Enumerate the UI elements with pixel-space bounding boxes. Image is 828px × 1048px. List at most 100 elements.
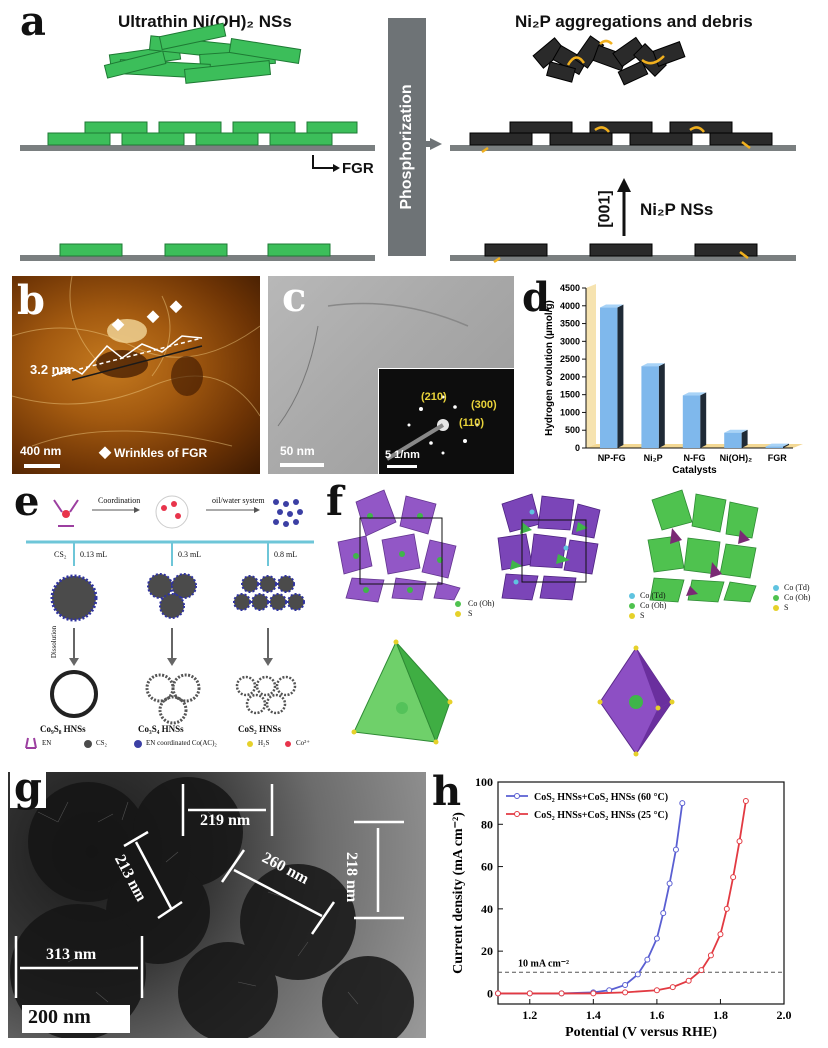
legend-label: CoS₂ HNSs+CoS₂ HNSs (60 °C) bbox=[534, 792, 668, 803]
data-point bbox=[622, 981, 629, 988]
bar-top bbox=[600, 304, 624, 308]
sem-scale-label: 200 nm bbox=[28, 1006, 91, 1028]
data-point bbox=[653, 987, 660, 994]
data-point bbox=[558, 990, 565, 997]
legend3-co-oh: Co (Oh) bbox=[784, 593, 811, 602]
y-tick-label: 2500 bbox=[560, 354, 580, 364]
y-tick-label: 60 bbox=[481, 860, 493, 874]
left-title: Ultrathin Ni(OH)₂ NSs bbox=[118, 12, 292, 31]
bar-side bbox=[658, 363, 665, 448]
data-point bbox=[495, 990, 501, 997]
y-axis-label: Current density (mA cm⁻²) bbox=[451, 812, 466, 974]
data-point bbox=[742, 798, 749, 805]
panel-h: h 1.2 1.4 1.6 1.8 2.0 0 20 40 60 80 100 10 mA cm⁻² C… bbox=[432, 772, 824, 1042]
panel-e: e Coordination oil/water system CS₂ 0.13… bbox=[14, 482, 320, 758]
x-tick-label: 2.0 bbox=[777, 1008, 792, 1022]
panel-label-d: d bbox=[522, 274, 550, 321]
y-tick-label: 0 bbox=[487, 986, 493, 1000]
y-tick-label: 4500 bbox=[560, 283, 580, 293]
y-tick-label: 80 bbox=[481, 817, 493, 831]
cs2-label: CS₂ bbox=[54, 550, 67, 559]
data-point bbox=[660, 910, 667, 917]
data-point bbox=[644, 956, 651, 963]
y-tick-label: 3500 bbox=[560, 319, 580, 329]
data-point bbox=[707, 952, 714, 959]
legend-en-coordinated: EN coordinated Co(AC)₂ bbox=[146, 739, 217, 747]
bar-side bbox=[700, 392, 707, 448]
saed-inset: (210) (300) (110) 5 1/nm bbox=[378, 368, 514, 474]
fgr-label: FGR bbox=[342, 160, 374, 177]
panel-f: f bbox=[326, 482, 822, 758]
back-wall bbox=[586, 284, 596, 448]
panel-a: a Ultrathin Ni(OH)₂ NSs Ni₂P aggregation… bbox=[0, 0, 828, 272]
x-tick-label: 1.4 bbox=[586, 1008, 601, 1022]
y-tick-label: 1000 bbox=[560, 407, 580, 417]
panel-label-g: g bbox=[10, 772, 46, 808]
y-tick-label: 1500 bbox=[560, 390, 580, 400]
x-tick-label: Ni₂P bbox=[644, 453, 663, 463]
data-point bbox=[723, 905, 730, 912]
bar bbox=[682, 395, 701, 448]
coordination-label: Coordination bbox=[98, 496, 141, 505]
y-tick-label: 40 bbox=[481, 902, 493, 916]
legend-h2s: H₂S bbox=[258, 739, 270, 747]
panel-label-b: b bbox=[17, 277, 45, 324]
data-point bbox=[526, 990, 533, 997]
data-point bbox=[666, 880, 673, 887]
data-point bbox=[679, 800, 686, 807]
wrinkles-label: Wrinkles of FGR bbox=[114, 446, 208, 460]
x-axis-label: Catalysts bbox=[672, 465, 717, 476]
afm-scale-label: 400 nm bbox=[20, 444, 62, 458]
data-point bbox=[634, 971, 641, 978]
panel-label-f: f bbox=[326, 478, 344, 525]
size-218: 218 nm bbox=[343, 852, 360, 903]
sem-image: g 219 nm 213 nm 218 nm 260 nm 313 nm 200… bbox=[8, 772, 426, 1038]
afm-image: b 3.2 nm 400 nm Wrinkles of FGR bbox=[12, 276, 260, 474]
direction-label: [001] bbox=[596, 190, 614, 228]
x-tick-label: FGR bbox=[768, 453, 787, 463]
legend3-co-td: Co (Td) bbox=[784, 583, 810, 592]
y-tick-label: 100 bbox=[475, 775, 493, 789]
y-tick-label: 2000 bbox=[560, 372, 580, 382]
bar-top bbox=[724, 429, 748, 433]
bar bbox=[600, 307, 618, 448]
y-tick-label: 3000 bbox=[560, 336, 580, 346]
data-point bbox=[717, 931, 724, 938]
y-tick-label: 20 bbox=[481, 944, 493, 958]
bar bbox=[724, 432, 742, 448]
crystal-structures bbox=[337, 489, 779, 757]
data-point bbox=[730, 874, 737, 881]
legend2-s: S bbox=[640, 611, 645, 620]
panel-d: d 0 500 1000 1500 2000 2500 3000 3500 4000 4500 NP… bbox=[518, 276, 828, 486]
legend-co2plus: Co²⁺ bbox=[296, 739, 310, 747]
x-tick-label: 1.2 bbox=[522, 1008, 537, 1022]
thickness-label: 3.2 nm bbox=[30, 362, 72, 377]
legend-cs2: CS₂ bbox=[96, 739, 108, 747]
legend-marker bbox=[514, 793, 520, 799]
bar-top bbox=[641, 363, 665, 367]
bar-side bbox=[782, 443, 789, 448]
ni2p-nss-label: Ni₂P NSs bbox=[640, 200, 714, 219]
x-tick-label: 1.8 bbox=[713, 1008, 728, 1022]
bar-top bbox=[682, 392, 707, 396]
y-tick-label: 500 bbox=[565, 425, 580, 435]
plot-frame bbox=[497, 781, 785, 1005]
y-axis-label: Hydrogen evolution (µmol/g) bbox=[544, 300, 555, 436]
x-tick-label: NP-FG bbox=[598, 453, 626, 463]
data-point bbox=[672, 846, 679, 853]
data-point bbox=[590, 990, 597, 997]
stacked-nioh2-sheets bbox=[103, 22, 302, 84]
panel-label-h: h bbox=[432, 768, 462, 815]
panel-label-c: c bbox=[282, 276, 307, 321]
x-axis-label: Potential (V versus RHE) bbox=[565, 1025, 717, 1040]
y-tick-label: 0 bbox=[575, 443, 580, 453]
panel-label-e: e bbox=[14, 478, 40, 525]
tem-scale-label: 50 nm bbox=[280, 444, 315, 458]
data-point bbox=[698, 967, 705, 974]
legend1-s: S bbox=[468, 609, 473, 618]
phosphorization-label: Phosphorization bbox=[398, 84, 415, 210]
data-point bbox=[669, 984, 676, 991]
synthesis-scheme bbox=[25, 495, 314, 749]
line-chart: 1.2 1.4 1.6 1.8 2.0 0 20 40 60 80 100 10 mA cm⁻² CoS… bbox=[451, 775, 792, 1040]
x-tick-label: Ni(OH)₂ bbox=[720, 453, 753, 463]
